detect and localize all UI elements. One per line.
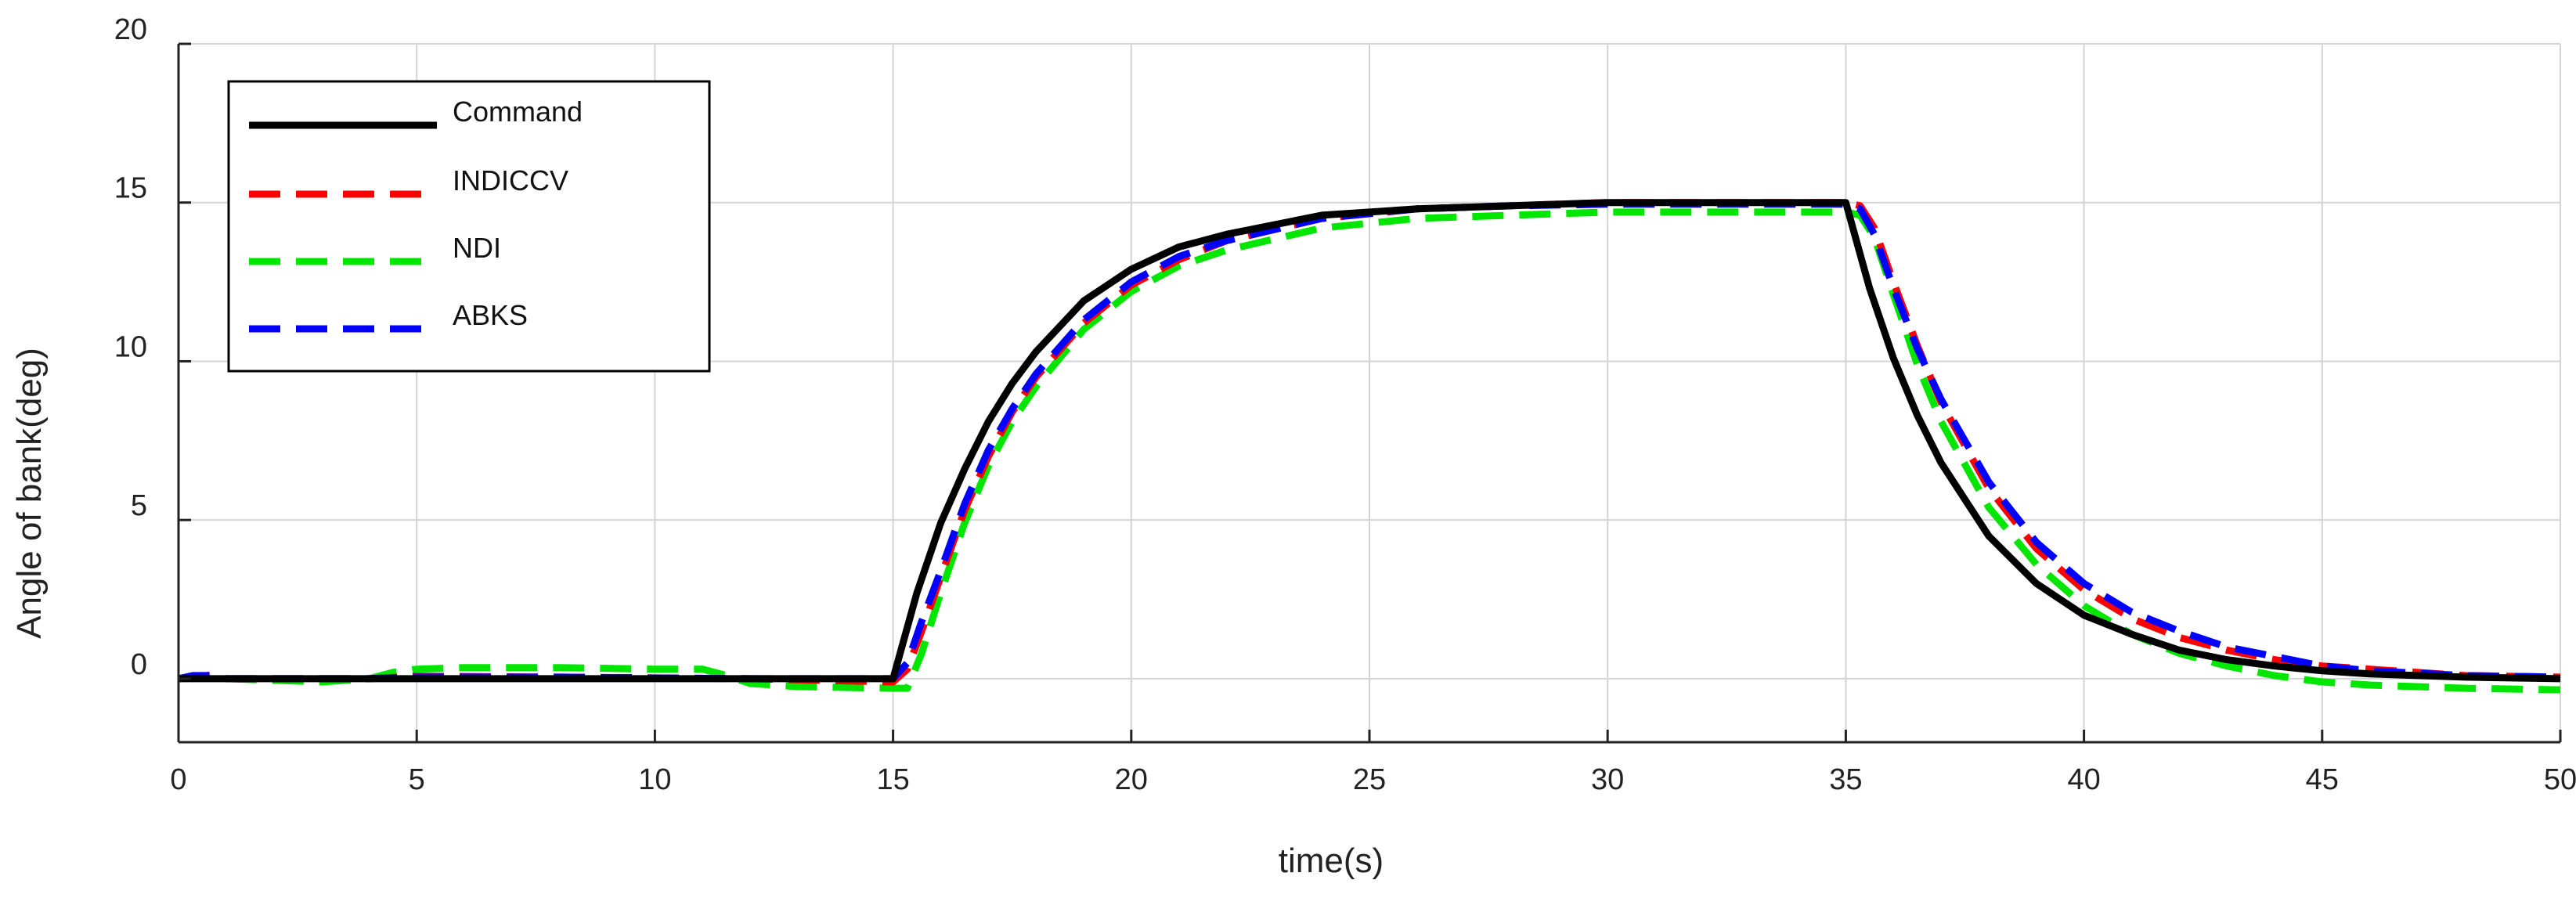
x-tick-label: 0 (170, 763, 186, 796)
legend-entry-abks: ABKS (249, 299, 528, 333)
legend-label-command: Command (453, 96, 583, 128)
legend-entry-ndi: NDI (249, 232, 501, 265)
legend-entry-indiccv: INDICCV (249, 164, 568, 198)
x-tick-label: 15 (876, 763, 909, 796)
x-tick-label: 20 (1115, 763, 1148, 796)
x-tick-label: 30 (1591, 763, 1624, 796)
series-line-ndi (178, 208, 2561, 694)
x-tick-label: 10 (638, 763, 671, 796)
x-tick-label: 40 (2067, 763, 2100, 796)
legend-entry-command: Command (249, 96, 583, 129)
y-tick-label: 10 (114, 330, 147, 363)
x-tick-label: 35 (1829, 763, 1862, 796)
legend-label-indiccv: INDICCV (453, 164, 568, 197)
series-line-command (179, 199, 2561, 683)
y-tick-label: 0 (131, 648, 147, 681)
legend-label-abks: ABKS (453, 299, 528, 331)
legend-box (227, 80, 711, 373)
x-tick-labels: 0 5 10 15 20 25 30 35 40 45 50 (170, 763, 2576, 796)
y-tick-label: 15 (114, 172, 147, 205)
legend-label-ndi: NDI (453, 232, 501, 264)
x-tick-label: 45 (2306, 763, 2339, 796)
y-tick-labels: 0 5 10 15 20 (114, 13, 147, 681)
x-axis-title: time(s) (1279, 842, 1384, 880)
legend: Command INDICCV NDI ABKS (227, 80, 711, 373)
plot-axes (177, 42, 2562, 744)
y-tick-label: 20 (114, 13, 147, 46)
x-tick-label: 50 (2544, 763, 2576, 796)
y-axis-title: Angle of bank(deg) (10, 348, 49, 639)
x-tick-label: 25 (1353, 763, 1386, 796)
x-tick-label: 5 (409, 763, 425, 796)
y-tick-label: 5 (131, 489, 147, 522)
series-layer (178, 199, 2561, 694)
